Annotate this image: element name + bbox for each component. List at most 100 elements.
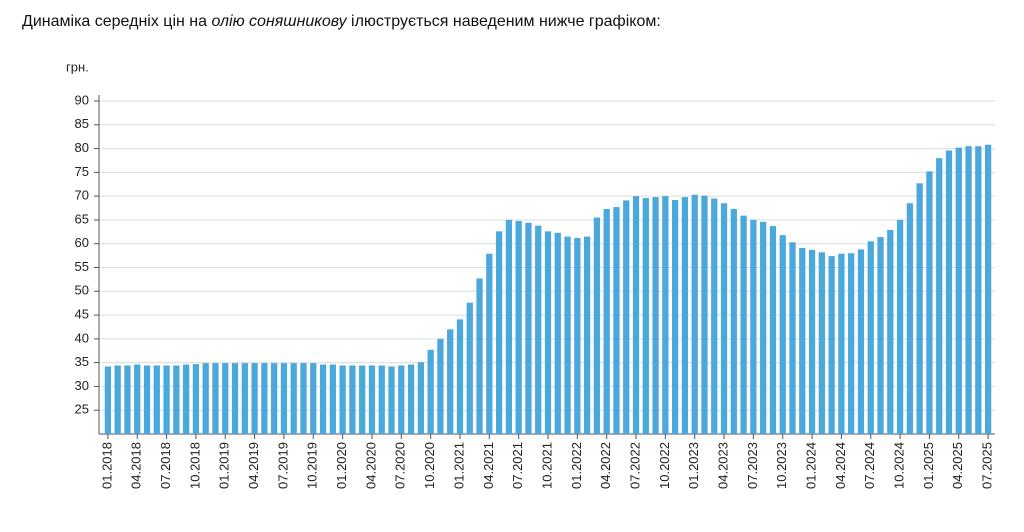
bar xyxy=(437,338,444,434)
x-tick-label: 04.2022 xyxy=(598,442,613,489)
bar xyxy=(896,219,904,434)
x-tick-label: 01.2025 xyxy=(921,442,936,489)
x-tick-label: 01.2019 xyxy=(217,442,232,489)
bar xyxy=(427,349,434,434)
x-tick-label: 07.2024 xyxy=(862,442,877,489)
bar xyxy=(564,236,571,434)
y-tick-label: 25 xyxy=(75,402,89,417)
bar xyxy=(603,208,610,434)
bar xyxy=(280,363,288,434)
bar xyxy=(828,256,835,434)
bar xyxy=(965,146,972,434)
x-tick-label: 01.2024 xyxy=(804,442,819,489)
y-tick-label: 60 xyxy=(75,235,89,250)
bar xyxy=(505,219,513,434)
bar xyxy=(261,363,268,434)
x-tick-label: 10.2022 xyxy=(657,442,672,489)
bar xyxy=(114,365,121,434)
x-tick-label: 04.2024 xyxy=(833,442,848,489)
bar xyxy=(368,365,376,434)
x-tick-label: 04.2021 xyxy=(481,442,496,489)
y-tick-label: 55 xyxy=(75,259,89,274)
intro: Динаміка середніх цін на олію соняшников… xyxy=(22,13,661,30)
intro-text: ілюструється наведеним нижче графіком: xyxy=(347,13,661,30)
bar xyxy=(789,242,796,434)
bar xyxy=(535,225,542,434)
intro-text: Динаміка середніх цін на xyxy=(22,13,211,30)
y-tick-label: 35 xyxy=(75,354,89,369)
bar xyxy=(740,215,747,434)
bar xyxy=(593,217,601,434)
bar xyxy=(456,319,464,434)
bar xyxy=(192,364,200,434)
bar xyxy=(417,362,424,434)
y-tick-label: 30 xyxy=(75,378,89,393)
bar xyxy=(955,147,962,434)
x-tick-label: 10.2018 xyxy=(187,442,202,489)
bar xyxy=(906,203,913,434)
bar xyxy=(662,196,669,434)
x-tick-label: 10.2020 xyxy=(422,442,437,489)
bar xyxy=(271,363,278,434)
bar xyxy=(711,198,718,434)
bar xyxy=(173,365,180,434)
bar xyxy=(339,365,346,434)
x-tick-label: 10.2021 xyxy=(539,442,554,489)
x-tick-label: 04.2023 xyxy=(715,442,730,489)
x-tick-label: 01.2022 xyxy=(569,442,584,489)
bar xyxy=(926,171,933,435)
bar xyxy=(867,241,874,434)
y-tick-label: 50 xyxy=(75,283,89,298)
x-tick-label: 07.2022 xyxy=(627,442,642,489)
y-tick-label: 70 xyxy=(75,188,89,203)
bar xyxy=(887,229,894,434)
bar xyxy=(349,365,356,434)
y-tick-label: 65 xyxy=(75,211,89,226)
bar xyxy=(153,365,160,434)
bar xyxy=(447,329,454,434)
x-tick-label: 01.2023 xyxy=(686,442,701,489)
bar xyxy=(975,146,982,434)
y-tick-label: 90 xyxy=(75,92,89,107)
intro-emphasis: олію соняшникову xyxy=(211,13,347,30)
x-tick-label: 07.2018 xyxy=(158,442,173,489)
bar xyxy=(681,197,689,434)
y-tick-label: 75 xyxy=(75,164,89,179)
bar xyxy=(877,237,884,434)
bar xyxy=(623,200,630,434)
bar xyxy=(310,363,317,434)
bar xyxy=(251,363,258,434)
bar xyxy=(486,253,493,434)
bar xyxy=(388,366,395,434)
bar xyxy=(799,247,806,434)
x-tick-label: 07.2019 xyxy=(275,442,290,489)
x-tick-label: 01.2020 xyxy=(334,442,349,489)
bar xyxy=(183,364,190,434)
x-tick-label: 01.2021 xyxy=(451,442,466,489)
bar xyxy=(808,249,816,434)
y-axis-label: грн. xyxy=(66,59,89,74)
x-tick-label: 10.2019 xyxy=(305,442,320,489)
bar xyxy=(691,194,698,434)
x-tick-label: 07.2025 xyxy=(980,442,995,489)
bar xyxy=(163,365,170,434)
bar xyxy=(554,232,561,434)
bar xyxy=(359,365,366,434)
bar xyxy=(583,236,591,434)
bar xyxy=(857,249,865,434)
x-tick-label: 10.2023 xyxy=(774,442,789,489)
bar xyxy=(632,196,640,434)
bar xyxy=(701,195,708,434)
bar xyxy=(672,199,679,434)
bar xyxy=(838,253,845,434)
x-tick-label: 01.2018 xyxy=(99,442,114,489)
bar xyxy=(378,365,385,434)
bar xyxy=(134,364,141,434)
bar xyxy=(730,208,737,434)
bar xyxy=(202,363,209,434)
bar xyxy=(231,363,239,434)
bar xyxy=(818,252,825,434)
bar xyxy=(124,365,131,434)
bar xyxy=(750,219,757,434)
